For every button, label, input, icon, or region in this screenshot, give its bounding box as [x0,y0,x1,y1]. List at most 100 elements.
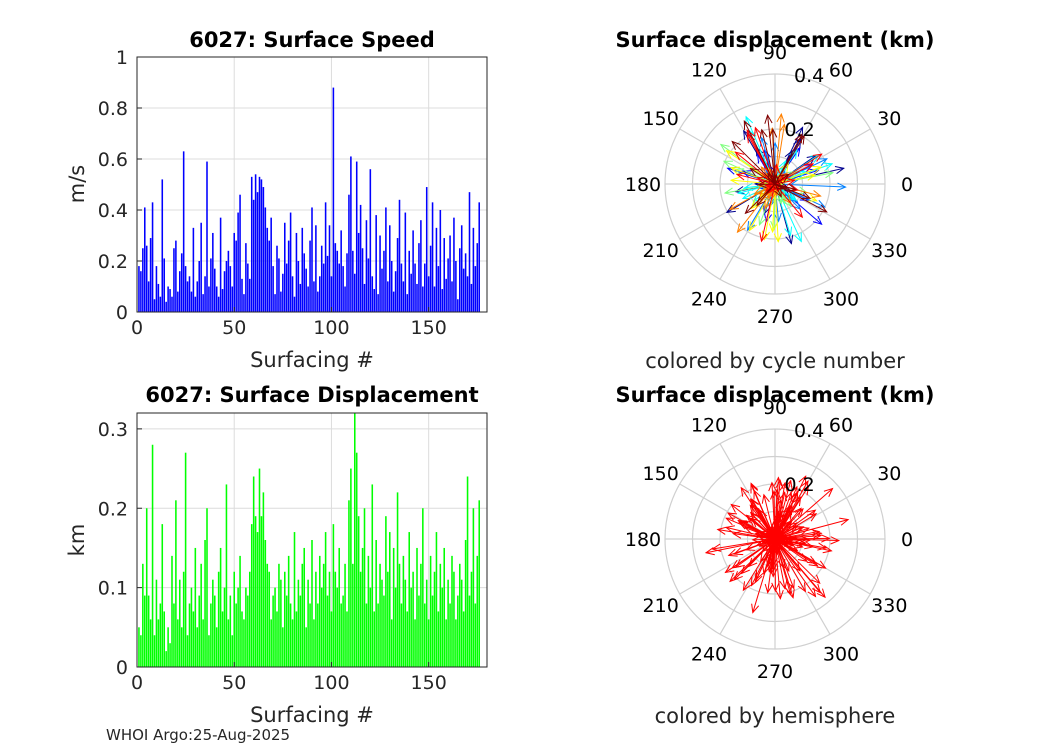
vector-arrowhead [758,215,767,226]
bar [262,492,265,667]
bar [433,286,436,312]
displacement-vector [774,480,781,540]
vector-arrowhead [769,128,778,138]
vector-arrowhead [753,186,764,195]
bar [375,215,377,312]
angle-label: 210 [643,595,679,617]
bar [208,635,210,667]
vector-arrowhead [729,166,741,175]
angle-label: 120 [691,60,727,82]
y-tick-label: 0.3 [98,419,128,441]
vector-arrowhead [810,528,821,537]
bar [338,547,340,667]
vector-arrowhead [729,572,739,583]
bar [301,227,304,312]
bar [317,603,319,667]
bar [406,294,409,312]
bar [252,476,255,667]
vector-arrowhead [724,564,735,574]
bar [280,291,282,312]
vector-arrowhead [839,517,850,526]
bar [478,202,480,312]
bar [198,595,200,667]
bar [350,468,352,667]
vector-arrowhead [779,579,788,590]
vector-arrowhead [719,143,730,153]
bar [462,611,465,667]
vector-arrowhead [816,588,826,599]
bar [192,227,195,312]
bar [250,176,253,312]
vector-arrowhead [795,126,804,137]
bar [274,587,276,667]
bar [231,286,234,312]
angle-label: 240 [691,288,727,310]
bar [215,286,218,312]
vector-arrowhead [743,129,752,140]
vector-arrowhead [787,579,795,590]
vector-arrowhead [788,543,799,552]
vector-arrowhead [812,153,823,162]
bar [354,273,356,312]
bar [433,571,436,667]
vector-arrowhead [727,548,738,557]
vector-arrowhead [734,186,745,195]
vector-arrowhead [811,190,822,199]
angle-label: 120 [691,415,727,437]
vector-arrowhead [780,162,789,173]
polar-cycle-caption: colored by cycle number [645,349,905,373]
bar [398,563,401,667]
bar [212,579,214,667]
bar [420,220,422,312]
vector-arrowhead [823,487,834,497]
bar [478,500,480,667]
bar [340,230,342,312]
displacement-vector [717,528,776,540]
angle-label: 0 [901,529,913,551]
displacement-chart: 6027: Surface Displacement Surfacing # k… [65,383,488,727]
bar [167,286,169,312]
bar [371,484,374,667]
bar [439,210,442,312]
bar [437,266,440,312]
vector-arrowhead [766,555,775,566]
bar [175,500,177,667]
vector-arrowhead [750,483,759,494]
bar [371,276,374,312]
vector-arrowhead [723,187,734,196]
vector-arrowhead [764,113,773,124]
displacement-vector [774,496,802,540]
vector-arrowhead [804,541,815,550]
bar [359,571,362,667]
bar [270,619,272,667]
bar [381,579,383,667]
vector-arrowhead [794,208,804,219]
bar [190,587,193,667]
bar [402,281,405,312]
bar [293,532,296,667]
bar [145,245,148,312]
vector-arrowhead [771,538,780,549]
vector-arrowhead [794,526,805,534]
displacement-xlabel: Surfacing # [250,703,374,727]
bar [305,268,307,312]
vector-arrowhead [731,140,741,151]
displacement-vector [731,179,776,185]
displacement-vector [774,183,803,218]
displacement-vector [760,183,776,242]
bar [173,603,175,667]
vector-arrowhead [769,557,778,568]
vector-arrowhead [785,234,794,245]
polar-spoke [679,538,776,595]
bar [241,278,243,312]
bar [188,276,191,312]
bar [155,266,158,312]
bar [425,187,428,312]
bar [258,176,261,312]
bar [357,516,360,667]
vector-arrowhead [798,535,809,544]
vector-arrowhead [756,538,767,547]
bar [470,283,473,312]
vector-arrowhead [782,504,791,516]
vector-arrowhead [771,173,780,184]
